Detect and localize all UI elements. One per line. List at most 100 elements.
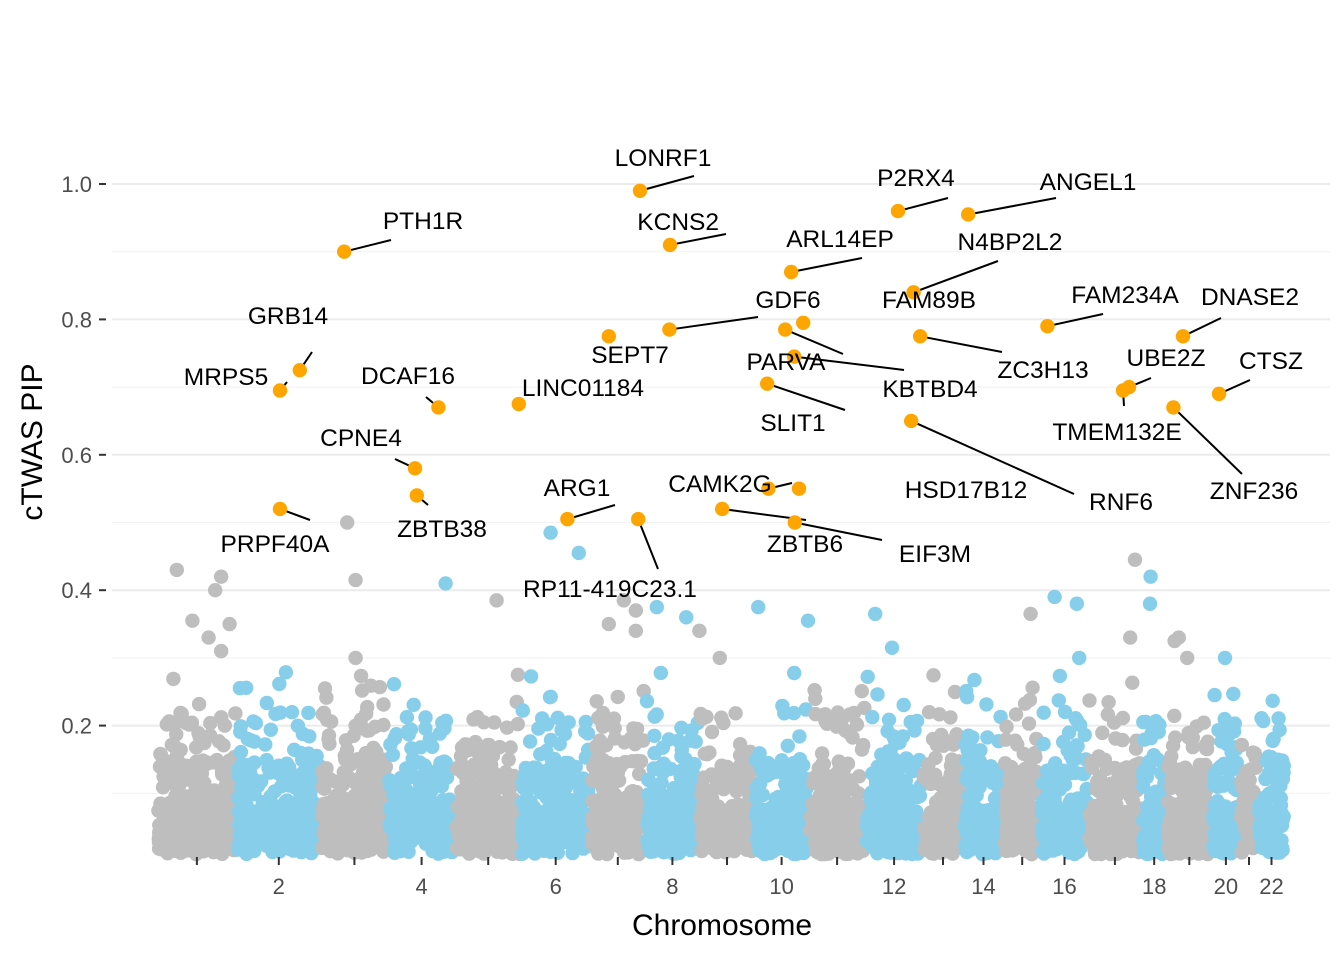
snp-point-chr-6 — [519, 784, 534, 799]
snp-point-chr-6 — [522, 734, 538, 749]
snp-point-chr-19 — [1174, 762, 1190, 777]
snp-point-high — [1180, 650, 1195, 666]
snp-point-chr-2 — [303, 787, 318, 802]
y-axis-title: cTWAS PIP — [16, 363, 49, 520]
snp-point-chr-13 — [938, 811, 953, 827]
y-tick-label: 0.4 — [61, 578, 92, 603]
snp-point-chr-14 — [959, 690, 975, 705]
gene-label-ctsz: CTSZ — [1239, 348, 1303, 375]
gene-point-fam89b — [796, 315, 811, 330]
snp-point-chr-4 — [386, 677, 402, 692]
snp-point-chr-5 — [477, 749, 492, 764]
snp-point-chr-2 — [265, 763, 280, 779]
snp-point-chr-4 — [432, 827, 447, 842]
snp-point-chr-7 — [592, 757, 607, 772]
snp-point-chr-8 — [647, 746, 662, 761]
snp-point-chr-1 — [151, 835, 167, 850]
snp-point-chr-18 — [1136, 769, 1151, 785]
snp-point-chr-10 — [781, 829, 796, 844]
snp-point-high — [601, 616, 616, 632]
snp-point-chr-2 — [302, 807, 317, 822]
snp-point-chr-2 — [276, 771, 291, 787]
snp-point-chr-3 — [338, 733, 354, 748]
snp-point-chr-10 — [782, 780, 797, 795]
snp-point-chr-16 — [1061, 725, 1077, 740]
snp-point-chr-4 — [387, 731, 403, 746]
snp-point-chr-19 — [1167, 708, 1182, 723]
snp-point-chr-5 — [459, 812, 474, 827]
snp-point-chr-8 — [658, 794, 673, 809]
snp-point-high — [489, 593, 504, 608]
snp-point-chr-1 — [152, 759, 168, 774]
snp-point-high — [1171, 630, 1187, 645]
snp-point-chr-13 — [926, 846, 941, 861]
snp-point-chr-4 — [399, 710, 415, 725]
snp-point-chr-9 — [738, 817, 753, 833]
snp-point-chr-3 — [336, 840, 351, 855]
snp-point-chr-2 — [269, 840, 284, 856]
snp-point-chr-2 — [268, 706, 283, 722]
snp-point-chr-5 — [456, 841, 471, 857]
snp-point-chr-14 — [964, 799, 979, 815]
snp-point-chr-14 — [974, 826, 989, 841]
gene-label-kbtbd4: KBTBD4 — [882, 376, 977, 403]
snp-point-chr-9 — [700, 747, 715, 762]
snp-point-chr-2 — [289, 816, 304, 831]
snp-point-chr-1 — [215, 767, 230, 782]
snp-point-chr-6 — [578, 724, 593, 739]
snp-point-chr-10 — [783, 800, 799, 815]
snp-point-chr-20 — [1213, 759, 1228, 774]
snp-point-chr-4 — [437, 721, 452, 736]
snp-point-chr-7 — [626, 721, 641, 736]
snp-point-chr-16 — [1035, 803, 1050, 819]
gene-label-zbtb38: ZBTB38 — [397, 516, 487, 543]
snp-point-chr-12 — [870, 687, 885, 702]
y-tick-label: 1.0 — [61, 172, 92, 197]
snp-point-chr-7 — [610, 766, 625, 781]
snp-point-chr-6 — [521, 829, 536, 845]
snp-point-chr-4 — [401, 724, 416, 739]
gene-label-fam89b: FAM89B — [882, 287, 976, 314]
x-tick-label-chr-20: 20 — [1214, 874, 1238, 899]
snp-point-chr-5 — [510, 716, 525, 732]
snp-point-chr-4 — [434, 779, 449, 794]
snp-point-chr-7 — [607, 721, 622, 736]
snp-point-chr-5 — [466, 712, 481, 727]
snp-point-chr-20 — [1206, 813, 1222, 828]
gene-point-parva — [778, 322, 793, 337]
snp-point-chr-13 — [926, 668, 941, 683]
snp-point-chr-6 — [523, 669, 539, 684]
snp-point-chr-8 — [647, 728, 662, 743]
snp-point-chr-12 — [863, 791, 878, 806]
gene-point-angel1 — [961, 207, 976, 222]
snp-point-chr-17 — [1125, 793, 1141, 809]
snp-point-chr-3 — [321, 732, 336, 747]
snp-point-chr-6 — [555, 781, 570, 796]
snp-point-chr-1 — [215, 846, 230, 862]
snp-point-chr-14 — [972, 779, 987, 795]
y-tick-label: 0.2 — [61, 714, 92, 739]
snp-point-chr-5 — [487, 715, 502, 730]
snp-point-chr-20 — [1217, 711, 1232, 727]
snp-point-chr-21 — [1237, 770, 1252, 785]
snp-point-chr-1 — [181, 826, 196, 842]
snp-point-chr-8 — [677, 786, 692, 801]
snp-point-chr-9 — [698, 831, 714, 846]
snp-point-chr-4 — [418, 759, 433, 775]
snp-point-chr-16 — [1057, 704, 1073, 720]
snp-point-high — [692, 623, 707, 639]
snp-point-chr-4 — [409, 809, 425, 825]
snp-point-chr-8 — [654, 775, 669, 790]
snp-point-chr-4 — [404, 741, 419, 756]
snp-point-chr-10 — [752, 746, 767, 761]
snp-point-chr-4 — [431, 846, 446, 861]
snp-point-high — [1072, 650, 1087, 666]
gene-label-rp11-419c23.1: RP11-419C23.1 — [523, 576, 697, 603]
snp-point-chr-7 — [593, 791, 608, 807]
snp-point-chr-10 — [786, 705, 802, 721]
snp-point-chr-11 — [841, 836, 857, 851]
snp-point-chr-3 — [317, 821, 333, 836]
snp-point-chr-2 — [231, 804, 247, 819]
snp-point-chr-1 — [191, 696, 207, 712]
snp-point-chr-12 — [892, 735, 907, 750]
